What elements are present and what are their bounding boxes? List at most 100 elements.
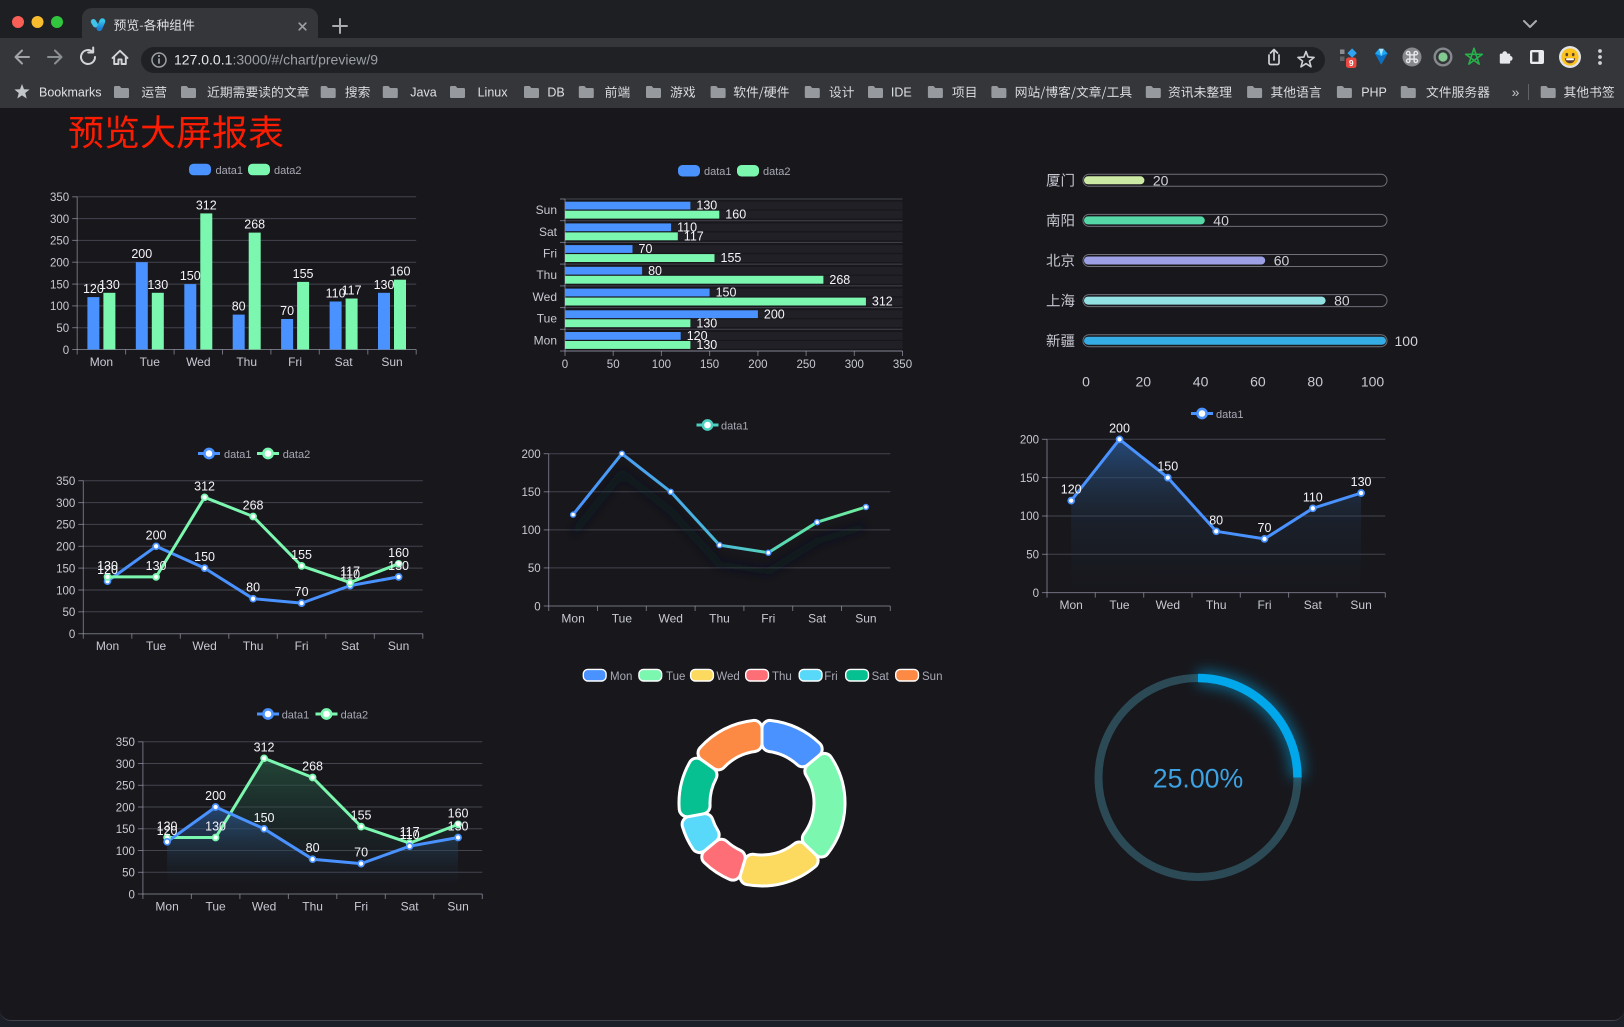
svg-text:268: 268: [829, 273, 850, 287]
svg-text:data1: data1: [1216, 409, 1244, 421]
svg-text:110: 110: [340, 568, 360, 582]
svg-text:Wed: Wed: [1156, 598, 1180, 612]
svg-text:110: 110: [1303, 490, 1323, 504]
svg-text:Thu: Thu: [536, 268, 557, 282]
svg-text:150: 150: [56, 563, 75, 575]
svg-text:268: 268: [302, 760, 323, 774]
svg-text:Thu: Thu: [243, 639, 264, 653]
svg-text:Thu: Thu: [772, 671, 792, 683]
svg-text:200: 200: [146, 528, 167, 542]
svg-text:130: 130: [205, 820, 226, 834]
svg-text:0: 0: [69, 629, 75, 641]
svg-text:Tue: Tue: [612, 612, 633, 626]
svg-text:130: 130: [146, 559, 167, 573]
svg-text:data1: data1: [282, 710, 310, 722]
svg-text:80: 80: [648, 264, 662, 278]
svg-text:200: 200: [205, 789, 226, 803]
svg-text:20: 20: [1153, 172, 1169, 188]
svg-text:150: 150: [194, 550, 215, 564]
svg-text:160: 160: [448, 806, 469, 820]
svg-text:100: 100: [1361, 374, 1385, 390]
svg-text:data2: data2: [341, 710, 369, 722]
svg-text:Tue: Tue: [666, 671, 685, 683]
svg-text:130: 130: [374, 278, 395, 292]
svg-text:110: 110: [677, 220, 697, 234]
svg-text:200: 200: [522, 449, 541, 461]
svg-text:70: 70: [280, 304, 294, 318]
svg-text:117: 117: [340, 565, 360, 579]
svg-text:130: 130: [448, 820, 469, 834]
svg-text:200: 200: [1109, 421, 1130, 435]
svg-text:200: 200: [50, 258, 69, 270]
svg-text:Sat: Sat: [341, 639, 360, 653]
svg-text:60: 60: [1250, 374, 1266, 390]
svg-text:0: 0: [63, 345, 69, 357]
svg-text:117: 117: [684, 230, 704, 244]
svg-text:Sun: Sun: [447, 900, 468, 914]
svg-text:80: 80: [1209, 513, 1223, 527]
svg-text:Mon: Mon: [534, 333, 557, 347]
svg-text:100: 100: [1395, 333, 1419, 349]
svg-text:Fri: Fri: [1258, 598, 1272, 612]
svg-text:Fri: Fri: [288, 355, 302, 369]
svg-text:200: 200: [1020, 435, 1039, 447]
svg-text:150: 150: [180, 269, 201, 283]
svg-text:100: 100: [522, 525, 541, 537]
svg-text:Wed: Wed: [252, 900, 276, 914]
svg-text:40: 40: [1193, 374, 1209, 390]
svg-text:Tue: Tue: [537, 312, 558, 326]
svg-text:50: 50: [1026, 550, 1039, 562]
svg-text:0: 0: [534, 601, 540, 613]
svg-text:Wed: Wed: [658, 612, 682, 626]
svg-text:20: 20: [1136, 374, 1152, 390]
svg-text:Fri: Fri: [543, 247, 557, 261]
svg-text:50: 50: [56, 323, 69, 335]
svg-text:300: 300: [56, 498, 75, 510]
svg-text:70: 70: [295, 585, 309, 599]
svg-text:160: 160: [390, 265, 411, 279]
svg-text:120: 120: [97, 563, 118, 577]
svg-text:350: 350: [893, 359, 912, 371]
svg-text:130: 130: [696, 199, 717, 213]
svg-text:PHP: PHP: [1361, 86, 1387, 100]
svg-text:130: 130: [99, 278, 120, 292]
svg-text:312: 312: [194, 479, 215, 493]
svg-text:50: 50: [63, 607, 76, 619]
svg-text:Mon: Mon: [90, 355, 113, 369]
svg-text:Thu: Thu: [236, 355, 257, 369]
svg-text:120: 120: [1061, 483, 1082, 497]
svg-text:350: 350: [116, 737, 135, 749]
svg-text:Sun: Sun: [381, 355, 402, 369]
svg-text:117: 117: [400, 825, 420, 839]
svg-text:130: 130: [388, 559, 409, 573]
svg-text:312: 312: [254, 740, 275, 754]
svg-text:80: 80: [1307, 374, 1323, 390]
svg-text:Bookmarks: Bookmarks: [39, 86, 102, 100]
svg-text:0: 0: [1033, 588, 1039, 600]
svg-text:Java: Java: [410, 86, 436, 100]
svg-text:data1: data1: [224, 449, 252, 461]
svg-text:300: 300: [50, 214, 69, 226]
svg-text:130: 130: [147, 278, 168, 292]
svg-text:data1: data1: [704, 166, 732, 178]
svg-text:Thu: Thu: [709, 612, 730, 626]
svg-text:Wed: Wed: [533, 290, 557, 304]
svg-text:200: 200: [748, 359, 767, 371]
svg-text:Linux: Linux: [478, 86, 509, 100]
svg-text:Sat: Sat: [401, 900, 420, 914]
svg-text:40: 40: [1213, 213, 1229, 229]
svg-text:Sun: Sun: [1350, 598, 1371, 612]
svg-text:70: 70: [354, 846, 368, 860]
svg-text:data2: data2: [763, 166, 791, 178]
svg-text:Sat: Sat: [335, 355, 354, 369]
svg-text:300: 300: [845, 359, 864, 371]
svg-text:130: 130: [696, 338, 717, 352]
svg-text:Fri: Fri: [761, 612, 775, 626]
svg-text:250: 250: [116, 781, 135, 793]
svg-text:Wed: Wed: [186, 355, 210, 369]
svg-text:Tue: Tue: [146, 639, 167, 653]
svg-text:80: 80: [232, 300, 246, 314]
svg-text:Sat: Sat: [872, 671, 890, 683]
svg-text:150: 150: [1020, 473, 1039, 485]
svg-text:130: 130: [157, 820, 178, 834]
